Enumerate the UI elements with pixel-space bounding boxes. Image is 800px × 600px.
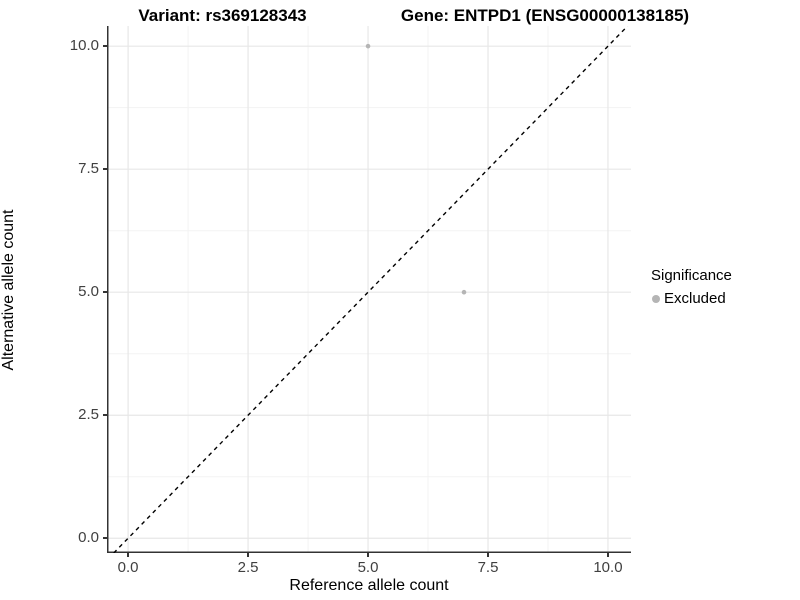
x-tick-mark [487,553,489,557]
y-tick-mark [103,45,107,47]
x-tick-mark [247,553,249,557]
legend-item-excluded: Excluded [647,290,732,307]
identity-reference-line [113,26,629,553]
x-tick-label: 0.0 [117,559,139,576]
legend-title: Significance [651,267,732,284]
y-axis-title: Alternative allele count [0,209,17,371]
x-axis-title: Reference allele count [289,577,449,594]
y-tick-mark [103,537,107,539]
y-tick-label: 10.0 [69,37,99,55]
x-tick-label: 10.0 [593,559,623,576]
plot-title-variant: Variant: rs369128343 [138,6,307,25]
plot-panel [107,26,631,553]
y-tick-label: 7.5 [78,160,99,178]
excluded-point-icon [651,294,660,303]
x-tick-mark [127,553,129,557]
y-tick-label: 5.0 [78,283,99,301]
x-tick-label: 2.5 [237,559,259,576]
x-tick-label: 7.5 [477,559,499,576]
x-tick-mark [607,553,609,557]
data-point [365,43,371,49]
y-tick-mark [103,414,107,416]
x-tick-mark [367,553,369,557]
data-point [461,289,467,295]
y-tick-label: 2.5 [78,406,99,424]
y-tick-label: 0.0 [78,529,99,547]
plot-area-svg [107,26,631,553]
x-tick-label: 5.0 [357,559,379,576]
legend: Significance Excluded [647,267,732,307]
y-tick-mark [103,291,107,293]
legend-key [647,290,664,307]
legend-item-label: Excluded [664,290,726,307]
plot-title-gene: Gene: ENTPD1 (ENSG00000138185) [400,6,690,25]
y-tick-mark [103,168,107,170]
